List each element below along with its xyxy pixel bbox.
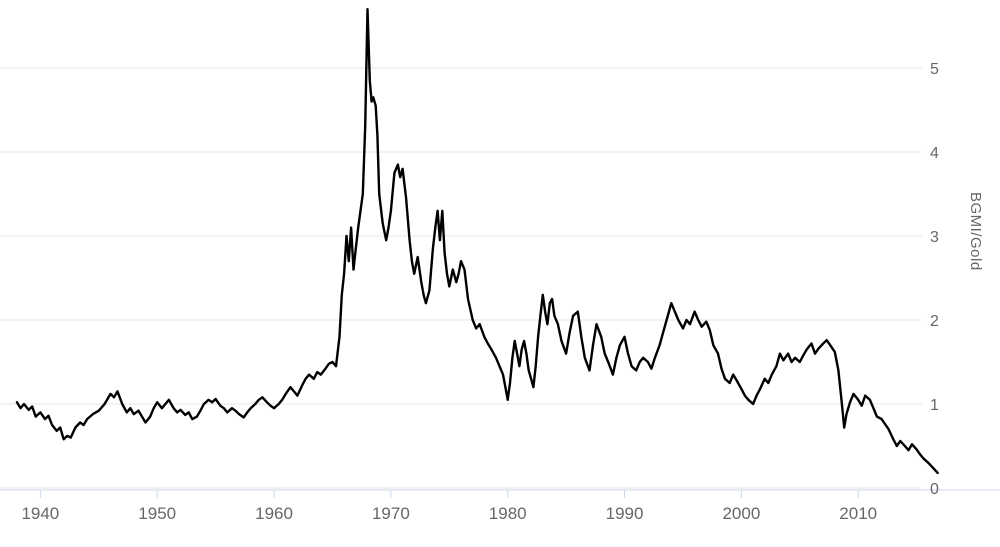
x-tick-label-1970: 1970 [372,504,410,523]
series-line-0[interactable] [15,7,939,475]
x-tick-label-2000: 2000 [722,504,760,523]
y-tick-label-1: 1 [930,397,939,414]
y-tick-label-5: 5 [930,61,939,78]
y-tick-label-0: 0 [930,481,939,498]
y-tick-label-2: 2 [930,313,939,330]
x-tick-label-2010: 2010 [839,504,877,523]
x-tick-label-1950: 1950 [138,504,176,523]
x-tick-label-1990: 1990 [606,504,644,523]
y-axis-title: BGMI/Gold [967,192,984,271]
x-tick-label-1960: 1960 [255,504,293,523]
x-tick-label-1980: 1980 [489,504,527,523]
x-tick-label-1940: 1940 [21,504,59,523]
y-tick-label-3: 3 [930,229,939,246]
y-tick-label-4: 4 [930,145,939,162]
